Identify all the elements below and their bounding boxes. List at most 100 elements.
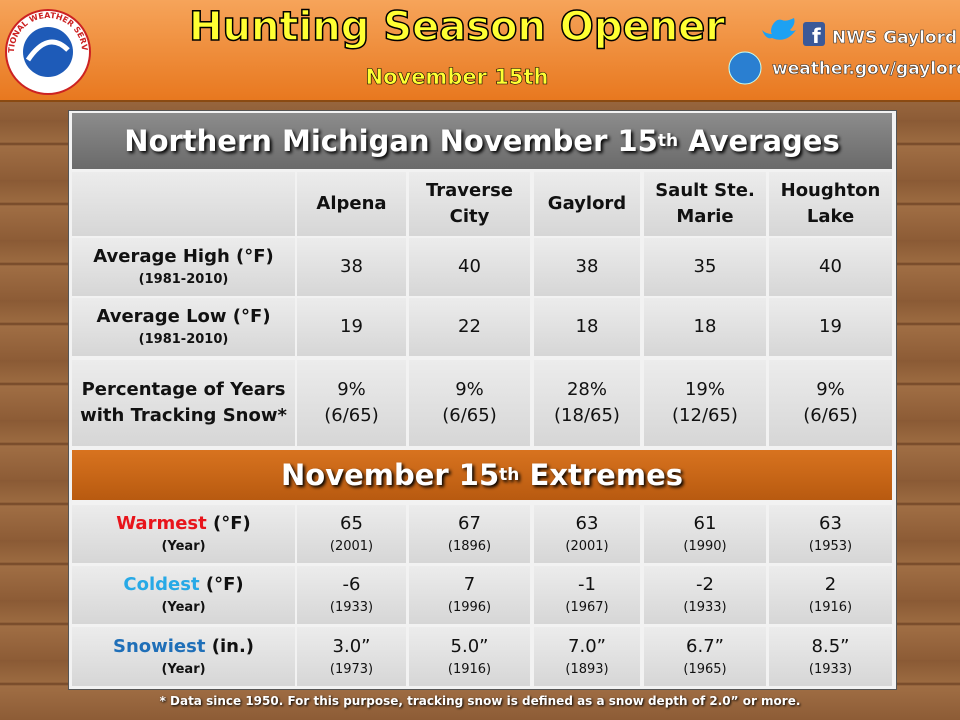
year-text: (1990): [683, 539, 727, 554]
label: Warmest (°F): [116, 511, 251, 537]
year-text: (1893): [565, 661, 609, 677]
title: Hunting Season Opener: [189, 4, 725, 50]
year-text: (1973): [329, 661, 374, 677]
label-part: Warmest: [116, 513, 207, 534]
label-part: (in.): [205, 635, 255, 657]
year-text: (2001): [329, 539, 374, 554]
value-cell: 67 (1896): [409, 505, 530, 563]
year-text: (1965): [683, 661, 727, 677]
value-cell: 65 (2001): [297, 505, 406, 563]
sublabel: (1981-2010): [138, 332, 229, 347]
value-cell: 7 (1996): [409, 566, 530, 624]
value-text: 19: [340, 316, 363, 337]
value-cell: -2 (1933): [644, 566, 766, 624]
header: NATIONAL WEATHER SERVICE f NWS Gaylord w…: [0, 0, 960, 102]
value-cell: 19: [297, 298, 406, 356]
twitter-icon: [762, 18, 796, 40]
logo-swirl: [25, 39, 70, 62]
column-name: Alpena: [316, 193, 387, 214]
value-cell: 63 (1953): [769, 505, 892, 563]
value-text: 3.0”: [332, 635, 371, 657]
column-name: Houghton Lake: [780, 180, 881, 227]
value-text: -2: [696, 574, 714, 595]
footnote: * Data since 1950. For this purpose, tra…: [159, 694, 801, 708]
value-text: 40: [819, 256, 842, 277]
value-text: 61: [693, 513, 717, 534]
year-text: (1996): [447, 600, 492, 615]
value-cell: 61 (1990): [644, 505, 766, 563]
value-cell: 3.0” (1973): [297, 627, 406, 686]
value-text: 22: [458, 316, 481, 337]
subtitle: November 15th: [366, 65, 549, 89]
row-label: Average Low (°F) (1981-2010): [72, 298, 295, 356]
label: Coldest (°F): [123, 572, 243, 598]
value-text: 38: [340, 256, 363, 277]
globe-icon: [728, 51, 762, 85]
title-sup: th: [499, 465, 520, 485]
value-cell: 38: [297, 238, 406, 296]
value-text: 63: [819, 513, 842, 534]
value-text: -6: [342, 574, 361, 595]
value-cell: -1 (1967): [534, 566, 640, 624]
value-cell: 18: [534, 298, 640, 356]
value-text: 9%: [455, 379, 484, 400]
value-text: 8.5”: [811, 635, 850, 657]
value-cell: 7.0” (1893): [534, 627, 640, 686]
logo-center: [23, 27, 73, 77]
value-text: 6.7”: [686, 635, 724, 657]
value-text: 7.0”: [568, 635, 606, 657]
facebook-icon: [803, 22, 825, 46]
value-text: 35: [693, 256, 717, 277]
title-sup: th: [657, 131, 679, 151]
column-header: Houghton Lake: [769, 172, 892, 236]
social-handle: NWS Gaylord: [832, 28, 957, 48]
sublabel: (1981-2010): [138, 272, 229, 287]
label-part: (°F): [199, 574, 244, 595]
header-graphics: NATIONAL WEATHER SERVICE f NWS Gaylord w…: [0, 0, 960, 95]
column-header: Sault Ste. Marie: [644, 172, 766, 236]
value-cell: 18: [644, 298, 766, 356]
column-header: Traverse City: [409, 172, 530, 236]
column-name: Sault Ste. Marie: [655, 180, 755, 227]
value-cell: 19% (12/65): [644, 360, 766, 446]
value-text: 18: [693, 316, 717, 337]
value-cell: 28% (18/65): [534, 360, 640, 446]
label: Snowiest (in.): [113, 634, 254, 660]
value-text: (6/65): [803, 405, 858, 426]
value-text: 28%: [566, 379, 607, 400]
value-text: 38: [575, 256, 599, 277]
year-text: (1896): [447, 539, 492, 554]
facebook-f: f: [812, 24, 821, 48]
value-text: (12/65): [672, 405, 738, 426]
website: weather.gov/gaylord: [772, 59, 960, 79]
value-text: 18: [575, 316, 599, 337]
column-name: Traverse City: [425, 180, 514, 227]
column-header: Alpena: [297, 172, 406, 236]
row-label: Coldest (°F) (Year): [72, 566, 295, 624]
year-text: (1933): [329, 600, 374, 615]
value-cell: 22: [409, 298, 530, 356]
value-text: 19: [819, 316, 842, 337]
sublabel: (Year): [161, 600, 206, 615]
label-part: Coldest: [123, 574, 200, 595]
value-cell: 9% (6/65): [769, 360, 892, 446]
value-cell: 5.0” (1916): [409, 627, 530, 686]
label: Average High (°F): [93, 246, 274, 267]
title-part: Northern Michigan November 15: [124, 124, 658, 158]
title-part: November 15: [281, 458, 500, 492]
value-text: (6/65): [442, 405, 497, 426]
sublabel: (Year): [161, 661, 206, 677]
column-header: Gaylord: [534, 172, 640, 236]
value-cell: 9% (6/65): [297, 360, 406, 446]
title-part: Averages: [678, 124, 840, 158]
label: Average Low (°F): [96, 306, 271, 327]
label-part: Snowiest: [112, 635, 206, 657]
row-label: Warmest (°F) (Year): [72, 505, 295, 563]
year-text: (1933): [808, 661, 853, 677]
value-cell: 35: [644, 238, 766, 296]
value-text: 9%: [337, 379, 366, 400]
label-part: (°F): [206, 513, 251, 534]
